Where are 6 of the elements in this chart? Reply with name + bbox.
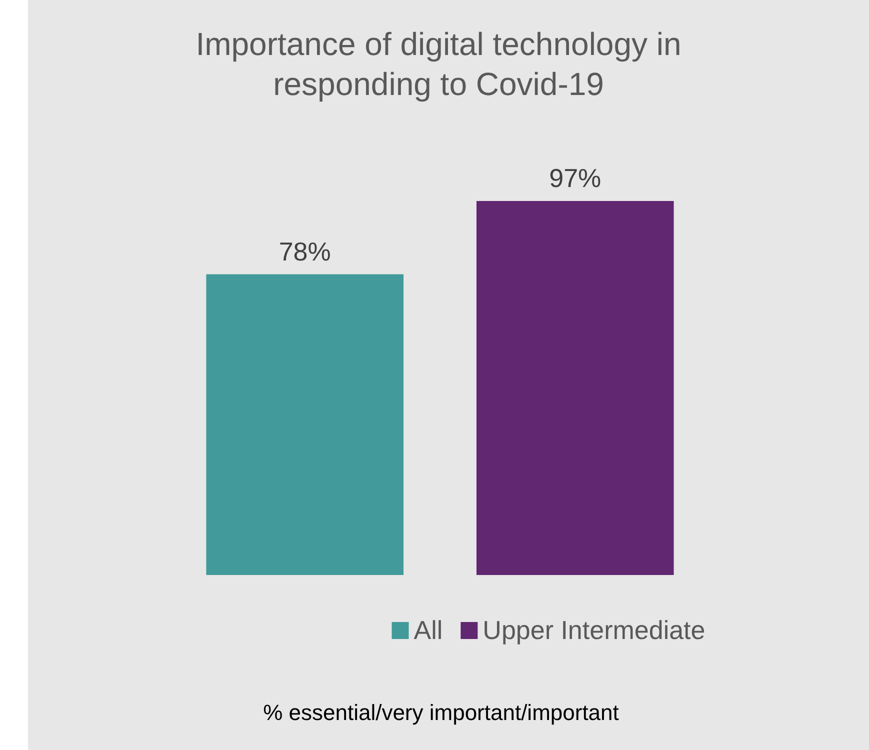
chart-title: Importance of digital technology in responding to Covid-19 <box>196 26 682 102</box>
legend-label: Upper Intermediate <box>482 615 706 645</box>
data-label: 97% <box>549 163 602 193</box>
text: % essential/very important/important <box>263 700 619 725</box>
data-label: 78% <box>278 236 331 266</box>
legend-label: All <box>414 615 443 645</box>
